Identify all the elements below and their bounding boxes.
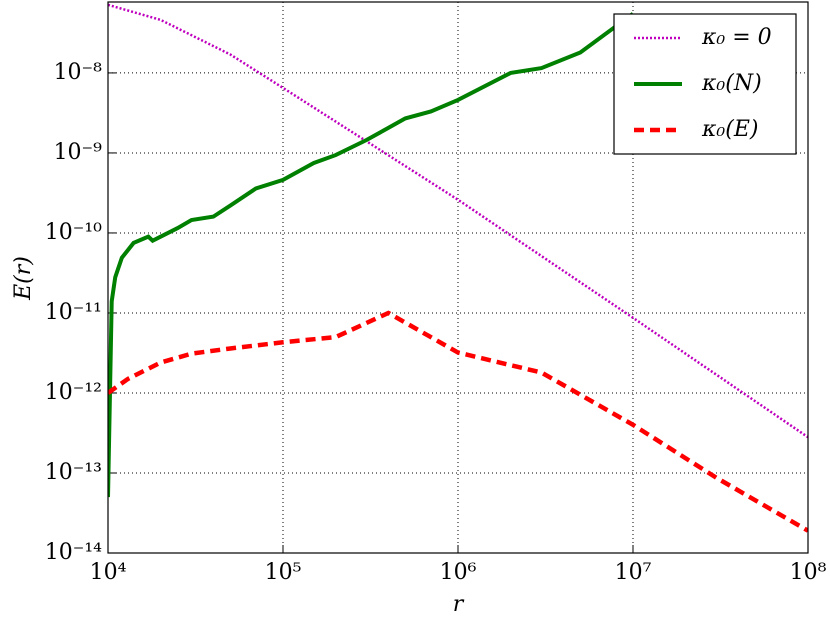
y-tick-label: 10⁻⁹ (54, 140, 103, 165)
y-tick-label: 10⁻¹⁴ (45, 540, 102, 565)
x-axis-label: r (453, 592, 465, 617)
legend-label: κ₀(E) (701, 117, 758, 142)
x-tick-label: 10⁶ (440, 560, 477, 585)
y-axis-label: E(r) (11, 256, 36, 301)
plot-frame (107, 1, 809, 554)
x-tick-label: 10⁴ (90, 560, 127, 585)
y-tick-label: 10⁻¹⁰ (45, 220, 102, 245)
series-line (108, 310, 808, 533)
x-tick-label: 10⁸ (790, 560, 827, 585)
series-line (108, 3, 808, 439)
y-tick-label: 10⁻¹³ (45, 460, 102, 485)
y-tick-label: 10⁻⁸ (54, 60, 103, 85)
series-line (108, 12, 635, 498)
x-tick-label: 10⁷ (615, 560, 652, 585)
legend-label: κ₀(N) (701, 71, 762, 96)
y-tick-label: 10⁻¹¹ (45, 300, 102, 325)
y-tick-label: 10⁻¹² (45, 380, 102, 405)
x-tick-label: 10⁵ (265, 560, 302, 585)
legend-label: κ₀ = 0 (701, 25, 772, 50)
